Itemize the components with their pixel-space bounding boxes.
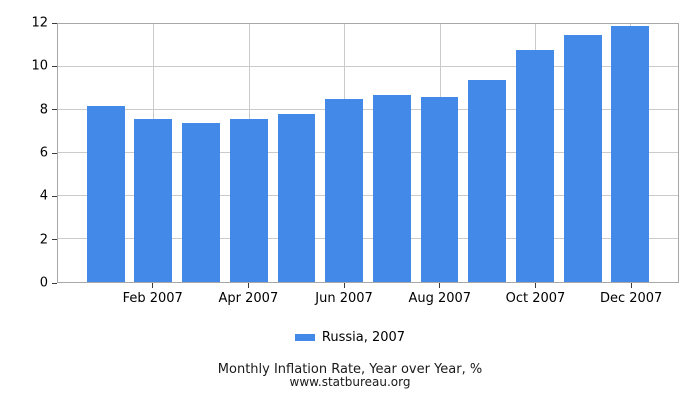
- gridline-horizontal: [58, 109, 678, 110]
- x-tick-mark: [534, 283, 536, 288]
- y-tick-label: 12: [31, 15, 48, 31]
- chart-subtitle: www.statbureau.org: [289, 375, 411, 389]
- bar-dec-2007: [611, 26, 650, 282]
- bar-jul-2007: [372, 94, 411, 282]
- y-tick-label: 4: [39, 188, 48, 204]
- bar-feb-2007: [134, 118, 173, 282]
- bar-mar-2007: [182, 122, 221, 282]
- y-tick-mark: [52, 109, 57, 111]
- y-tick-label: 10: [31, 58, 48, 74]
- gridline-horizontal: [58, 238, 678, 239]
- bar-jan-2007: [86, 105, 125, 282]
- gridline-horizontal: [58, 66, 678, 67]
- x-tick-mark: [152, 283, 154, 288]
- x-tick-label: Jun 2007: [315, 291, 373, 306]
- gridline-horizontal: [58, 152, 678, 153]
- x-tick-mark: [630, 283, 632, 288]
- y-tick-label: 8: [39, 102, 48, 118]
- x-tick-label: Feb 2007: [122, 291, 183, 306]
- y-axis: 0 2 4 6 8 10 12: [0, 17, 57, 290]
- legend-label: Russia, 2007: [321, 329, 406, 345]
- x-tick-mark: [343, 283, 345, 288]
- y-tick-mark: [52, 22, 57, 24]
- chart-title: Monthly Inflation Rate, Year over Year, …: [217, 362, 483, 377]
- bar-jun-2007: [325, 99, 364, 282]
- y-tick-label: 0: [39, 275, 48, 291]
- bar-sep-2007: [468, 79, 507, 282]
- y-tick-label: 6: [39, 145, 48, 161]
- x-axis: Feb 2007 Apr 2007 Jun 2007 Aug 2007 Oct 2007…: [57, 283, 679, 317]
- title-block: Monthly Inflation Rate, Year over Year, …: [0, 362, 700, 389]
- x-tick-mark: [247, 283, 249, 288]
- x-tick-label: Apr 2007: [218, 291, 279, 306]
- bar-oct-2007: [515, 49, 554, 282]
- x-tick-label: Dec 2007: [599, 291, 663, 306]
- y-tick-mark: [52, 65, 57, 67]
- x-tick-label: Oct 2007: [505, 291, 566, 306]
- y-tick-label: 2: [39, 232, 48, 248]
- bar-may-2007: [277, 114, 316, 282]
- y-tick-mark: [52, 152, 57, 154]
- legend-swatch: [294, 334, 315, 341]
- bar-aug-2007: [420, 97, 459, 282]
- y-tick-mark: [52, 239, 57, 241]
- x-tick-label: Aug 2007: [408, 291, 472, 306]
- bar-apr-2007: [229, 118, 268, 282]
- gridline-horizontal: [58, 195, 678, 196]
- plot-area: [57, 23, 679, 283]
- legend: Russia, 2007: [0, 330, 700, 345]
- y-tick-mark: [52, 195, 57, 197]
- bar-nov-2007: [563, 34, 602, 282]
- x-tick-mark: [439, 283, 441, 288]
- y-tick-mark: [52, 282, 57, 284]
